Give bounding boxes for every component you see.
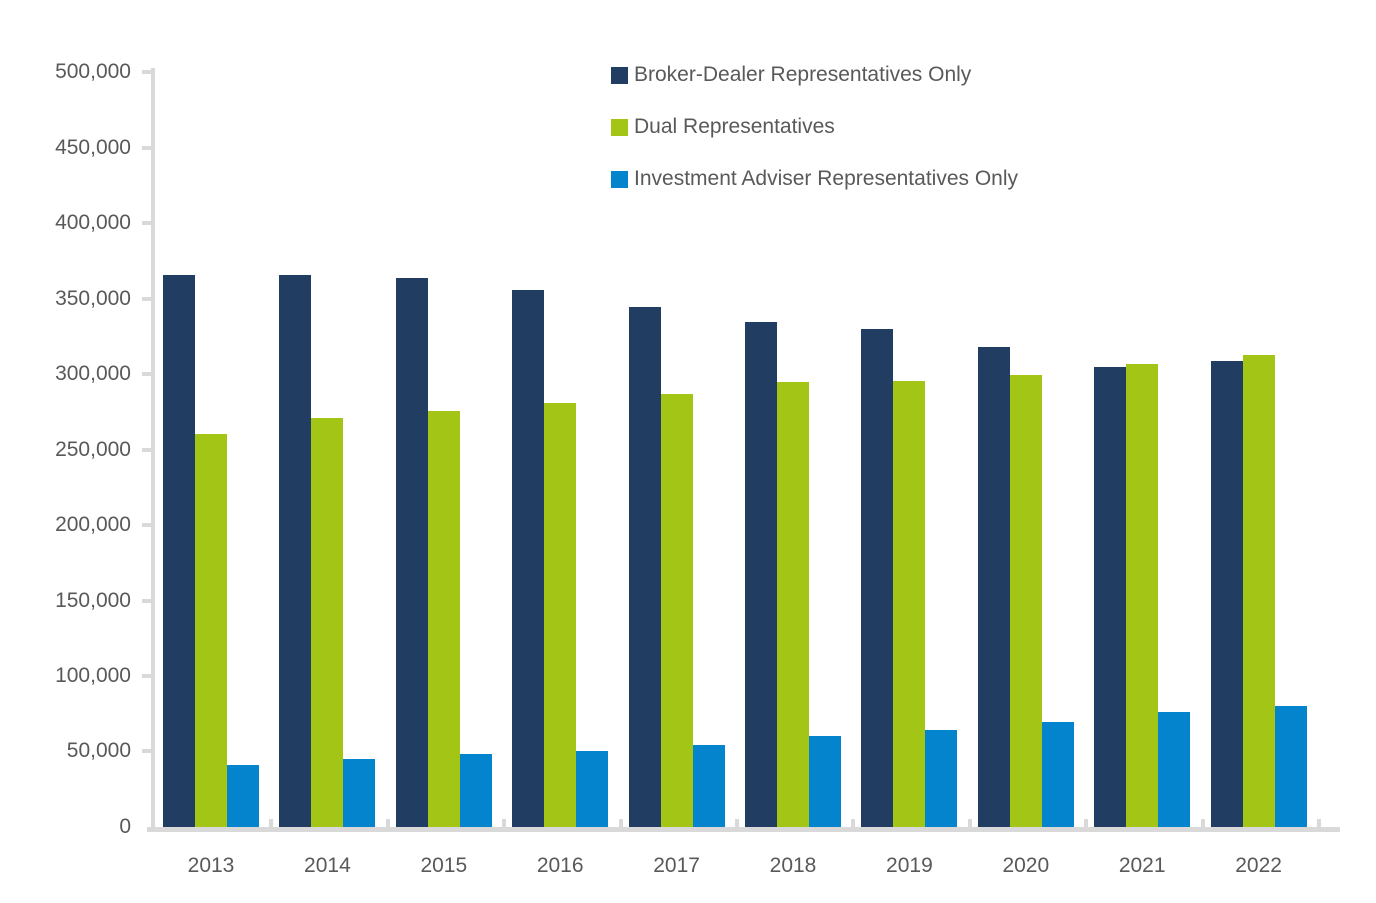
bar-2019-broker-dealer-representatives-only xyxy=(861,329,894,828)
bar-2016-broker-dealer-representatives-only xyxy=(512,290,545,828)
x-axis-tick-label-2015: 2015 xyxy=(420,854,468,877)
y-axis-tick-mark xyxy=(142,70,151,75)
bar-group-2021 xyxy=(1094,66,1191,828)
legend-item: Broker-Dealer Representatives Only xyxy=(611,62,1018,88)
bar-2014-dual-representatives xyxy=(311,418,344,828)
bar-2022-dual-representatives xyxy=(1242,355,1275,828)
legend-label: Investment Adviser Representatives Only xyxy=(634,167,1019,190)
y-axis-tick-label: 150,000 xyxy=(55,588,131,612)
bar-2021-dual-representatives xyxy=(1126,364,1159,828)
bar-group-2019 xyxy=(861,66,958,828)
bar-group-2016 xyxy=(512,66,609,828)
y-axis-tick-mark xyxy=(142,447,151,452)
x-axis-tick-label-2020: 2020 xyxy=(1002,854,1050,877)
y-axis-tick-label: 50,000 xyxy=(66,739,131,763)
bar-2018-investment-adviser-representatives-only xyxy=(809,735,841,828)
bar-2015-dual-representatives xyxy=(427,410,460,828)
y-axis-tick-mark xyxy=(142,674,151,678)
y-axis-tick-label: 250,000 xyxy=(55,437,131,461)
x-axis-tick-label-2017: 2017 xyxy=(653,854,700,877)
bar-2019-dual-representatives xyxy=(893,380,926,828)
bar-2021-investment-adviser-representatives-only xyxy=(1158,711,1191,828)
bar-2015-broker-dealer-representatives-only xyxy=(395,277,428,828)
x-axis-tick-mark xyxy=(1084,819,1089,828)
y-axis-tick-mark xyxy=(142,598,151,603)
bar-2013-broker-dealer-representatives-only xyxy=(163,274,195,828)
bar-2018-broker-dealer-representatives-only xyxy=(745,321,777,828)
bar-2017-investment-adviser-representatives-only xyxy=(692,744,725,828)
bar-2020-broker-dealer-representatives-only xyxy=(977,347,1010,828)
y-axis-tick-label: 300,000 xyxy=(55,362,131,386)
bar-2020-dual-representatives xyxy=(1009,374,1042,828)
bar-group-2017 xyxy=(628,66,725,828)
bar-2021-broker-dealer-representatives-only xyxy=(1094,367,1127,828)
bar-2015-investment-adviser-representatives-only xyxy=(459,753,492,828)
y-axis-tick-label: 0 xyxy=(119,814,131,838)
bar-group-2015 xyxy=(395,66,492,828)
y-axis-tick-label: 100,000 xyxy=(55,664,131,687)
y-axis-tick-label: 500,000 xyxy=(55,60,131,84)
bar-2018-dual-representatives xyxy=(777,382,809,828)
x-axis-tick-mark xyxy=(618,819,623,828)
bar-group-2020 xyxy=(977,66,1074,828)
legend-swatch-icon xyxy=(611,170,628,188)
legend-swatch-icon xyxy=(611,66,628,84)
bar-2022-investment-adviser-representatives-only xyxy=(1274,705,1307,828)
x-axis-tick-label-2013: 2013 xyxy=(187,854,235,877)
bar-group-2018 xyxy=(745,66,841,828)
y-axis-tick-label: 350,000 xyxy=(55,286,131,310)
plot-area xyxy=(155,66,1330,828)
bar-group-2014 xyxy=(279,66,376,828)
legend-label: Dual Representatives xyxy=(634,115,835,138)
bar-2020-investment-adviser-representatives-only xyxy=(1041,722,1074,828)
y-axis-tick-mark xyxy=(142,145,151,150)
legend-label: Broker-Dealer Representatives Only xyxy=(634,63,972,86)
y-axis-tick-label: 450,000 xyxy=(55,135,131,159)
bar-2016-dual-representatives xyxy=(544,403,577,828)
legend-swatch-icon xyxy=(611,118,628,136)
y-axis-line xyxy=(151,68,155,832)
y-axis-tick-mark xyxy=(142,372,151,377)
bar-2013-investment-adviser-representatives-only xyxy=(227,764,259,828)
y-axis-tick-mark xyxy=(142,296,151,301)
bar-2013-dual-representatives xyxy=(195,433,227,828)
x-axis-tick-label-2019: 2019 xyxy=(886,854,933,877)
y-axis-tick-mark xyxy=(142,221,151,226)
x-axis-tick-mark xyxy=(735,819,739,828)
chart-legend: Broker-Dealer Representatives Only Dual R… xyxy=(611,62,1018,218)
x-axis-tick-mark xyxy=(385,819,390,828)
bar-group-2013 xyxy=(163,66,259,828)
x-axis-line xyxy=(147,827,1340,832)
bar-2014-broker-dealer-representatives-only xyxy=(279,274,312,828)
x-axis-tick-label-2022: 2022 xyxy=(1235,854,1282,877)
bar-2017-broker-dealer-representatives-only xyxy=(628,306,661,828)
x-axis-tick-mark xyxy=(1317,819,1321,828)
y-axis-tick-mark xyxy=(142,523,151,528)
bar-2019-investment-adviser-representatives-only xyxy=(925,729,958,828)
bar-2014-investment-adviser-representatives-only xyxy=(343,758,376,828)
y-axis-tick-label: 200,000 xyxy=(55,513,131,537)
bar-group-2022 xyxy=(1210,66,1307,828)
bar-2017-dual-representatives xyxy=(660,394,693,828)
bar-2016-investment-adviser-representatives-only xyxy=(576,750,609,828)
x-axis-tick-mark xyxy=(502,819,507,828)
legend-item: Dual Representatives xyxy=(611,114,1018,140)
x-axis-tick-mark xyxy=(269,819,274,828)
x-axis-tick-label-2014: 2014 xyxy=(304,854,351,877)
y-axis-tick-mark xyxy=(142,749,151,754)
x-axis-tick-mark xyxy=(967,819,972,828)
bar-2022-broker-dealer-representatives-only xyxy=(1210,361,1243,828)
x-axis-tick-label-2021: 2021 xyxy=(1118,854,1166,877)
x-axis-tick-mark xyxy=(1200,819,1205,828)
x-axis-tick-label-2018: 2018 xyxy=(769,854,817,877)
x-axis-tick-label-2016: 2016 xyxy=(536,854,584,877)
y-axis-tick-label: 400,000 xyxy=(55,211,131,235)
legend-item: Investment Adviser Representatives Only xyxy=(611,166,1018,192)
x-axis-tick-mark xyxy=(851,819,856,828)
